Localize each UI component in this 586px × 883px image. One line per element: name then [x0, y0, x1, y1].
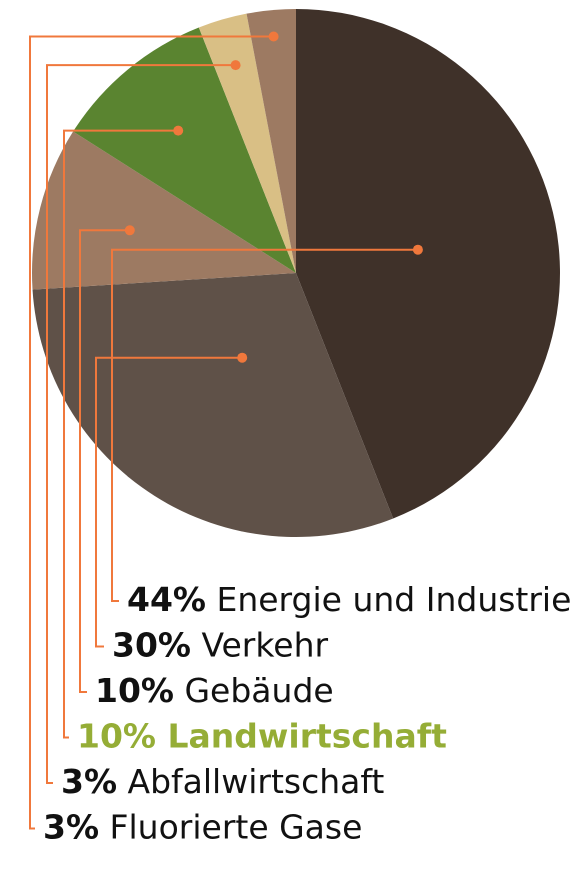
leader-line-5 [46, 64, 236, 784]
legend: 44% Energie und Industrie 30% Verkehr 10% … [43, 580, 571, 847]
leader-lines [29, 31, 423, 830]
legend-label: Landwirtschaft [156, 717, 447, 756]
leader-dot-5 [230, 60, 241, 71]
legend-value: 30% [112, 626, 191, 665]
legend-label: Abfallwirtschaft [117, 762, 384, 801]
legend-item-2: 30% Verkehr [112, 626, 329, 665]
leader-line-2 [95, 356, 243, 648]
legend-item-1: 44% Energie und Industrie [127, 580, 571, 619]
pie-slice-6 [246, 9, 296, 273]
legend-value: 3% [43, 808, 99, 847]
legend-label: Verkehr [191, 626, 329, 665]
leader-dot-4 [173, 125, 184, 136]
legend-item-4: 10% Landwirtschaft [77, 717, 447, 756]
leader-line-3 [79, 229, 130, 693]
legend-value: 10% [77, 717, 156, 756]
legend-item-5: 3% Abfallwirtschaft [61, 762, 384, 801]
pie-slice-2 [32, 273, 394, 537]
leader-line-6 [29, 35, 274, 830]
pie-slice-1 [296, 9, 560, 519]
legend-label: Energie und Industrie [206, 580, 571, 619]
leader-dot-3 [124, 225, 135, 236]
legend-value: 44% [127, 580, 206, 619]
leader-dot-6 [268, 31, 279, 42]
pie-slice-4 [73, 27, 296, 273]
leader-line-1 [111, 248, 418, 602]
legend-item-6: 3% Fluorierte Gase [43, 808, 362, 847]
legend-label: Gebäude [174, 671, 334, 710]
leader-dot-1 [412, 244, 423, 255]
leader-dot-2 [237, 352, 248, 363]
pie-slice-5 [198, 13, 296, 274]
legend-item-3: 10% Gebäude [95, 671, 334, 710]
legend-label: Fluorierte Gase [99, 808, 362, 847]
leader-line-4 [63, 129, 179, 739]
legend-value: 10% [95, 671, 174, 710]
legend-value: 3% [61, 762, 117, 801]
